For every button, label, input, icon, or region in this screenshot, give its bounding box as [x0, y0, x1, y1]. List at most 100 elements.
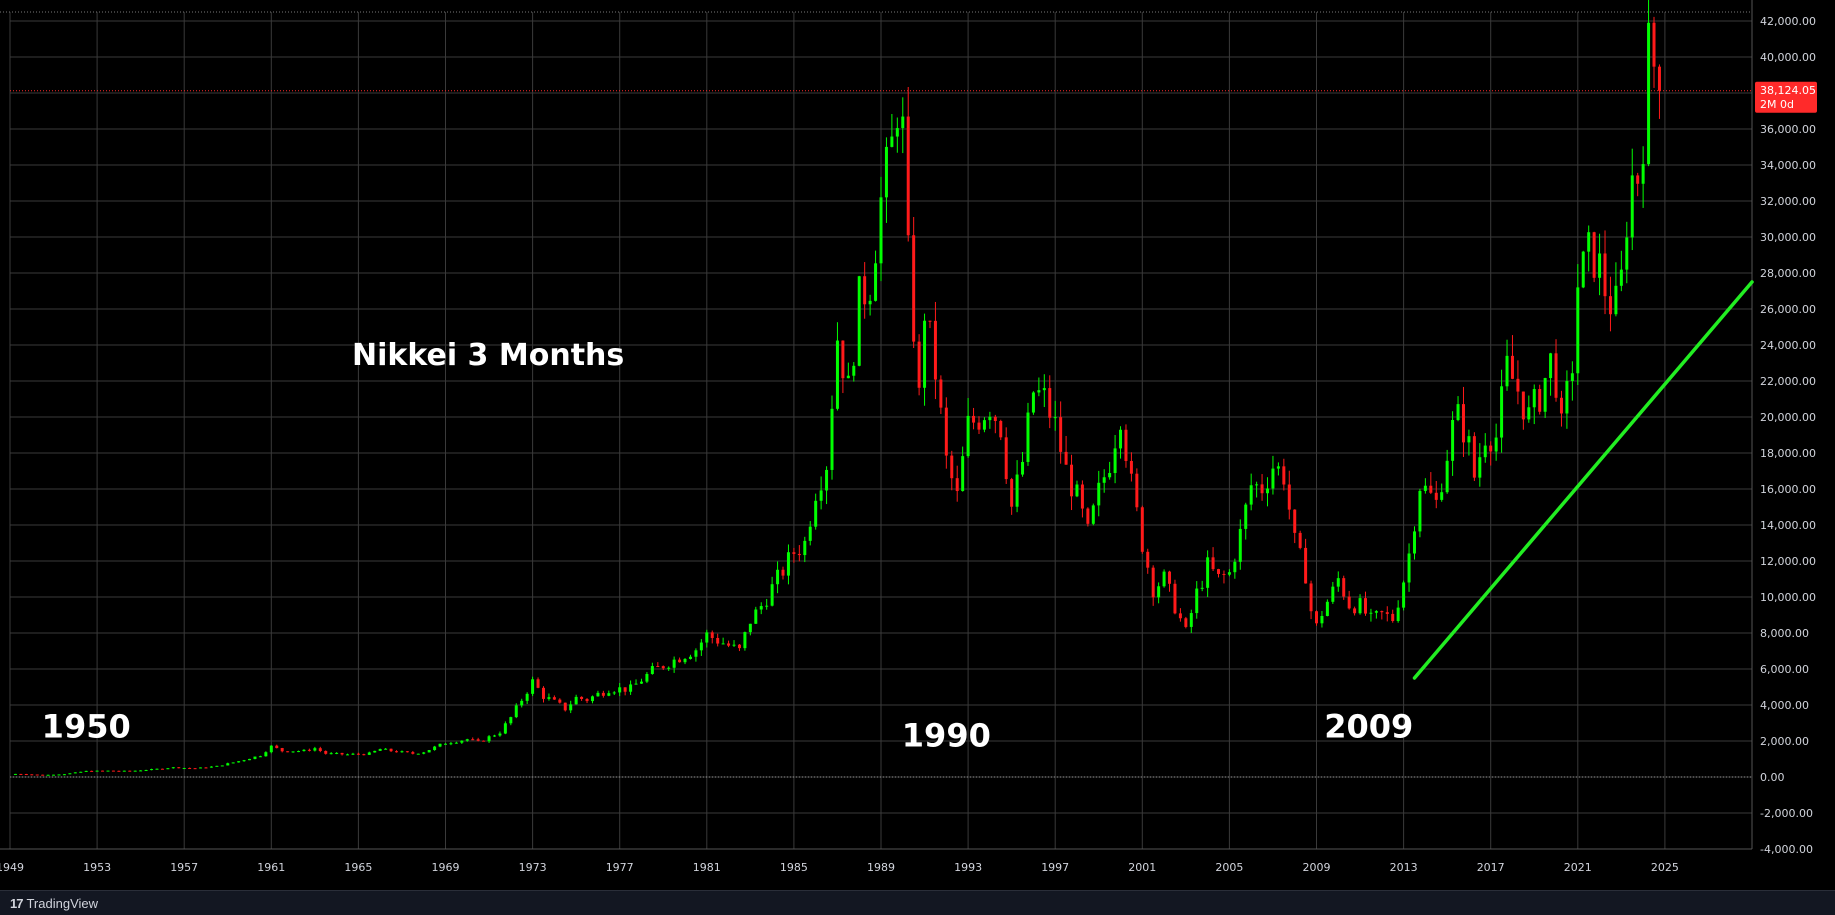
candle-down [863, 276, 867, 305]
candle-down [1510, 355, 1514, 379]
candle-up [1576, 287, 1580, 374]
candle-up [879, 197, 883, 264]
candle-up [384, 748, 388, 750]
candle-down [541, 687, 545, 699]
candle-down [950, 455, 954, 479]
candle-down [737, 644, 741, 649]
candle-up [634, 683, 638, 685]
candle-down [1222, 573, 1226, 575]
candle-up [607, 693, 611, 696]
candle-down [623, 687, 627, 692]
candle-down [1124, 429, 1128, 461]
candle-up [460, 740, 464, 743]
candle-down [1385, 612, 1389, 614]
candle-down [275, 745, 279, 749]
candle-down [1516, 378, 1520, 392]
candle-up [487, 736, 491, 742]
candle-down [939, 379, 943, 408]
candle-up [422, 752, 426, 754]
candle-down [101, 770, 105, 772]
candle-down [280, 748, 284, 752]
candle-down [1434, 492, 1438, 500]
candle-down [188, 767, 192, 769]
candle-down [1652, 22, 1656, 67]
y-tick-label: 16,000.00 [1760, 483, 1816, 496]
candle-up [1097, 482, 1101, 506]
candle-down [841, 340, 845, 379]
candle-down [1636, 175, 1640, 184]
candle-down [928, 320, 932, 322]
candle-up [269, 745, 273, 753]
candle-up [982, 420, 986, 430]
candle-down [656, 666, 660, 668]
candle-up [226, 763, 230, 766]
candle-up [449, 743, 453, 745]
candle-down [797, 553, 801, 556]
tradingview-logo[interactable]: 17 TradingView [10, 896, 98, 911]
candle-down [933, 320, 937, 380]
candle-up [1266, 488, 1270, 494]
candle-up [73, 772, 77, 774]
candle-up [237, 761, 241, 763]
candle-up [351, 753, 355, 755]
candle-up [1641, 164, 1645, 184]
candle-down [1603, 253, 1607, 297]
candle-up [1565, 381, 1569, 414]
candle-up [770, 584, 774, 606]
candle-up [503, 723, 507, 734]
candle-up [1195, 588, 1199, 614]
candle-up [1587, 232, 1591, 252]
x-tick-label: 1969 [432, 861, 460, 874]
candle-up [830, 408, 834, 470]
candle-down [1168, 571, 1172, 584]
candle-down [912, 235, 916, 342]
candle-down [1592, 232, 1596, 278]
x-tick-label: 1997 [1041, 861, 1069, 874]
candle-up [400, 751, 404, 753]
candle-up [57, 774, 61, 776]
candle-up [895, 128, 899, 137]
candle-up [825, 469, 829, 491]
candle-up [427, 750, 431, 753]
candle-up [857, 276, 861, 366]
candle-down [1211, 557, 1215, 570]
y-tick-label: 40,000.00 [1760, 51, 1816, 64]
candle-up [923, 320, 927, 388]
chart-canvas[interactable]: 42,000.0040,000.0038,000.0036,000.0034,0… [0, 0, 1835, 891]
candle-up [438, 743, 442, 747]
candle-down [1293, 509, 1297, 533]
candle-down [1304, 547, 1308, 584]
candle-down [1472, 436, 1476, 478]
candle-down [1129, 460, 1133, 474]
candle-down [1151, 567, 1155, 598]
candle-up [629, 684, 633, 692]
candle-up [144, 770, 148, 772]
candle-up [596, 692, 600, 697]
year-annotation: 2009 [1324, 707, 1413, 745]
candle-up [209, 766, 213, 768]
candle-up [13, 773, 17, 775]
candle-up [1402, 582, 1406, 608]
candle-down [1554, 353, 1558, 398]
candle-down [405, 751, 409, 753]
candle-up [79, 771, 83, 773]
candle-up [1037, 390, 1041, 393]
candle-up [1440, 492, 1444, 500]
candle-up [743, 632, 747, 649]
candle-up [547, 697, 551, 699]
candle-up [868, 300, 872, 305]
candle-up [199, 767, 203, 769]
countdown-label: 2M 0d [1760, 98, 1794, 111]
candle-up [901, 116, 905, 129]
candle-down [1521, 391, 1525, 420]
candle-up [52, 774, 56, 776]
candle-down [1004, 437, 1008, 480]
y-tick-label: -4,000.00 [1760, 843, 1813, 856]
candle-up [803, 540, 807, 556]
candle-down [661, 666, 665, 669]
candle-up [759, 606, 763, 610]
y-tick-label: 8,000.00 [1760, 627, 1809, 640]
candle-down [389, 748, 393, 752]
candle-up [569, 704, 573, 711]
